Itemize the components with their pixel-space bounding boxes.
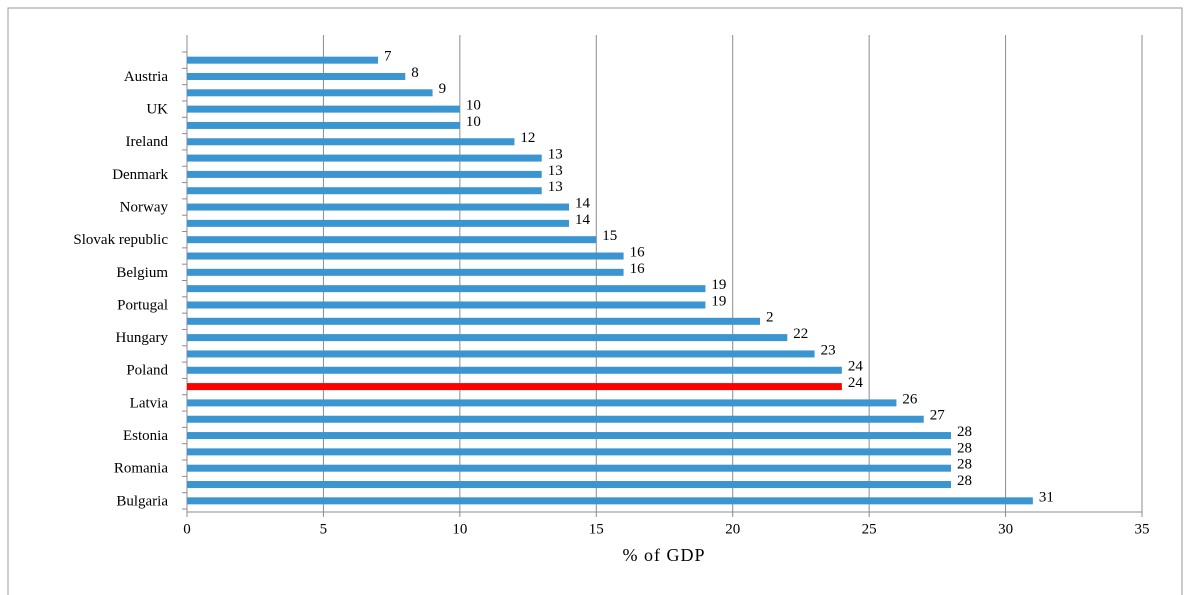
bar [187,105,460,113]
frame [7,7,1183,595]
data-label: 19 [711,277,726,293]
bar [187,383,842,391]
data-label: 13 [548,163,563,179]
data-label: 28 [957,473,972,489]
bar [187,56,378,64]
bar [187,415,924,423]
data-label: 28 [957,457,972,473]
data-label: 16 [630,244,646,260]
bar [187,89,433,97]
bar [187,154,542,162]
data-label: 16 [630,261,646,277]
bar [187,464,951,472]
data-label: 7 [384,49,392,65]
y-tick-label: Norway [120,199,169,215]
y-tick-label: Ireland [126,134,169,150]
data-label: 26 [902,391,918,407]
bar [187,170,542,178]
bar [187,252,624,260]
bar [187,350,815,358]
data-label: 15 [602,228,617,244]
x-tick-label: 10 [452,521,467,537]
data-label: 14 [575,195,591,211]
x-tick-label: 5 [320,521,328,537]
data-label: 24 [848,359,864,375]
data-label: 27 [930,408,946,424]
bar [187,219,569,227]
data-label: 8 [411,65,419,81]
x-tick-label: 15 [589,521,604,537]
data-label: 13 [548,147,563,163]
data-label: 24 [848,375,864,391]
x-tick-label: 30 [998,521,1013,537]
y-tick-label: Bulgaria [116,493,168,509]
data-label: 23 [821,342,836,358]
bar [187,399,897,407]
bar [187,268,624,276]
data-label: 31 [1039,489,1054,505]
y-tick-label: Romania [114,461,168,477]
bar [187,317,760,325]
y-tick-label: Belgium [116,265,168,281]
bar [187,187,542,195]
y-tick-label: Poland [126,363,168,379]
y-tick-label: Portugal [117,297,168,313]
data-label: 9 [439,81,447,97]
y-tick-label: UK [146,102,168,118]
bar [187,366,842,374]
bar [187,301,706,309]
data-label: 10 [466,98,481,114]
x-tick-label: 25 [862,521,877,537]
x-tick-label: 20 [725,521,740,537]
bar [187,481,951,489]
data-label: 28 [957,424,972,440]
data-label: 2 [766,310,774,326]
x-tick-label: 35 [1135,521,1150,537]
bar [187,448,951,456]
bar [187,334,788,342]
y-tick-label: Hungary [116,330,169,346]
data-label: 12 [520,130,535,146]
data-label: 19 [711,293,726,309]
bar [187,285,706,293]
y-tick-label: Denmark [112,167,168,183]
bar [187,138,515,146]
x-tick-label: 0 [183,521,191,537]
y-tick-label: Slovak republic [73,232,168,248]
bar [187,432,951,440]
data-label: 22 [793,326,808,342]
y-tick-label: Austria [124,69,169,85]
bar [187,203,569,211]
data-label: 13 [548,179,563,195]
data-label: 10 [466,114,481,130]
bar [187,497,1033,505]
data-label: 28 [957,440,972,456]
bar [187,72,406,80]
bar [187,236,597,244]
y-tick-label: Latvia [130,395,169,411]
bar [187,121,460,129]
x-axis-title: % of GDP [623,545,706,565]
y-tick-label: Estonia [123,428,168,444]
data-label: 14 [575,212,591,228]
